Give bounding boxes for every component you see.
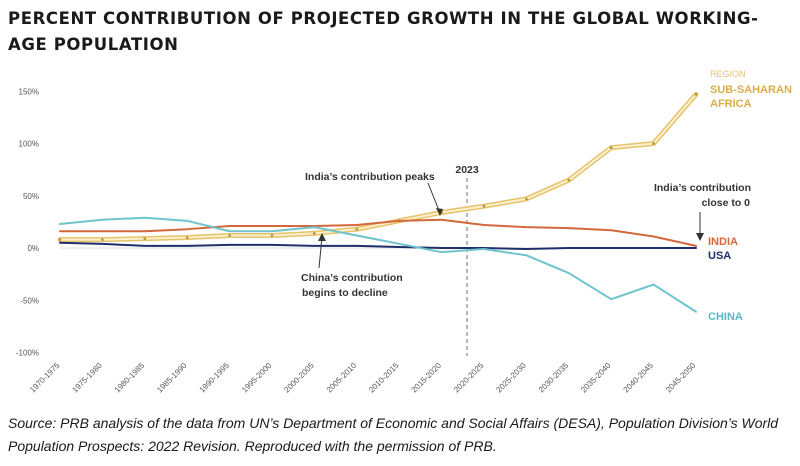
data-point-sub-saharan-africa [525,197,528,201]
y-tick-label: 150% [19,87,39,96]
y-tick-label: -50% [20,296,39,305]
x-tick-label: 2020-2025 [452,361,486,395]
india-peak-arrowhead [436,208,443,216]
series-labels: REGION SUB-SAHARAN AFRICA INDIA USA CHIN… [708,69,792,323]
y-tick-label: -100% [16,349,39,358]
china-decline-arrowhead [318,233,326,241]
data-point-sub-saharan-africa [567,178,571,182]
series-line-sub-saharan-africa [59,93,697,241]
y-tick-label: 0% [27,244,39,253]
x-tick-label: 2000-2005 [282,361,316,395]
india-peak-annotation: India’s contribution peaks [305,171,435,183]
annotations: India’s contribution peaks India’s contr… [301,171,751,299]
data-point-sub-saharan-africa [228,234,231,237]
x-axis: 1970-1975 1975-1980 1980-1985 1985-1990 1990… [28,361,698,395]
data-point-sub-saharan-africa [270,234,274,237]
x-tick-label: 1995-2000 [240,361,274,395]
data-point-sub-saharan-africa [58,238,62,241]
x-tick-label: 2005-2010 [325,361,359,395]
label-india: INDIA [708,236,738,248]
data-point-sub-saharan-africa [609,146,613,149]
china-decline-annotation-line1: China’s contribution [301,272,403,284]
x-tick-label: 2025-2030 [494,361,528,395]
series-group [57,91,699,313]
line-chart: 150% 100% 50% 0% -50% -100% 1970-1975 1975-198… [16,69,792,395]
label-usa: USA [708,250,731,262]
x-tick-label: 2040-2045 [622,361,656,395]
x-tick-label: 2010-2015 [367,361,401,395]
x-tick-label: 2030-2035 [537,361,571,395]
x-tick-label: 2045-2050 [664,361,698,395]
data-point-sub-saharan-africa [652,142,655,145]
y-tick-label: 50% [23,192,39,201]
y-axis: 150% 100% 50% 0% -50% -100% [16,87,39,357]
data-point-sub-saharan-africa [694,93,698,96]
india-zero-annotation-line2: close to 0 [702,197,751,209]
series-line-usa [59,241,697,251]
x-tick-label: 1975-1980 [70,361,104,395]
china-decline-annotation-line2: begins to decline [302,287,388,299]
series-line-china [59,216,697,313]
source-note: Source: PRB analysis of the data from UN… [8,415,779,454]
data-point-sub-saharan-africa [355,227,359,231]
data-point-sub-saharan-africa [185,236,189,239]
china-decline-arrow [318,236,323,269]
india-zero-annotation-line1: India’s contribution [654,182,751,194]
label-sub-saharan-africa-line2: AFRICA [710,98,752,110]
india-peak-arrow [427,182,441,214]
data-point-sub-saharan-africa [313,232,316,235]
data-point-sub-saharan-africa [101,238,104,241]
data-point-sub-saharan-africa [143,237,147,240]
x-tick-label: 1985-1990 [155,361,189,395]
x-tick-label: 1970-1975 [28,361,62,395]
x-tick-label: 1980-1985 [113,361,147,395]
x-tick-label: 1990-1995 [198,361,232,395]
legend-title: REGION [710,69,746,79]
chart-title: PERCENT CONTRIBUTION OF PROJECTED GROWTH… [8,9,759,54]
data-point-sub-saharan-africa [482,204,486,208]
reference-line-label: 2023 [455,164,479,176]
x-tick-label: 2015-2020 [410,361,444,395]
y-tick-label: 100% [19,140,39,149]
label-china: CHINA [708,311,743,323]
x-tick-label: 2035-2040 [579,361,613,395]
series-line-india [59,218,697,247]
india-zero-arrowhead [696,233,704,241]
label-sub-saharan-africa-line1: SUB-SAHARAN [710,84,792,96]
